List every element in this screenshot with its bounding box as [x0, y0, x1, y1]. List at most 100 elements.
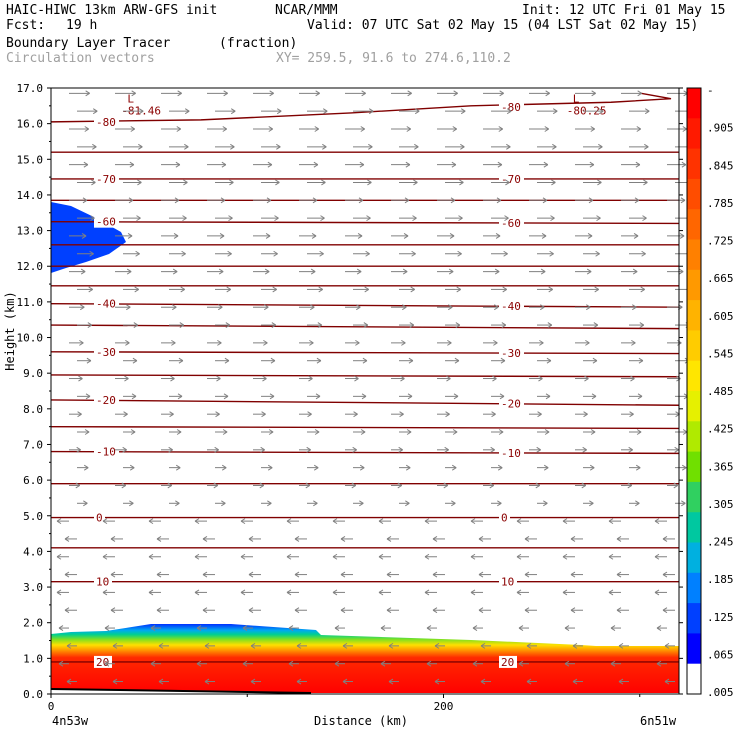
- vector-head: [424, 553, 430, 560]
- vector-head: [129, 161, 135, 168]
- vector-head: [408, 357, 414, 364]
- vector-head: [542, 197, 548, 204]
- vector-head: [500, 357, 506, 364]
- vector-head: [296, 642, 302, 649]
- vector-head: [664, 678, 670, 685]
- vector-head: [506, 143, 511, 150]
- vector-head: [83, 161, 89, 168]
- vector-head: [362, 357, 368, 364]
- vector-head: [368, 143, 373, 150]
- vector-head: [412, 215, 417, 222]
- vector-head: [263, 339, 268, 346]
- colorbar-label: .905: [707, 122, 734, 135]
- vector-head: [240, 518, 246, 525]
- vector-head: [410, 286, 415, 293]
- vector-head: [314, 126, 320, 132]
- vector-head: [472, 660, 478, 667]
- vector-head: [497, 161, 503, 168]
- contour-label-bg: [94, 393, 119, 406]
- y-tick-label: 1.0: [23, 652, 43, 665]
- vector-head: [637, 393, 643, 400]
- vector-head: [92, 108, 98, 115]
- vector-head: [276, 143, 281, 150]
- vector-head: [261, 411, 266, 418]
- vector-head: [332, 518, 338, 525]
- vector-head: [84, 429, 90, 435]
- vector-head: [174, 197, 180, 204]
- vector-head: [219, 233, 225, 239]
- vector-head: [89, 250, 94, 257]
- vector-head: [169, 411, 174, 418]
- vector-head: [269, 393, 275, 400]
- vector-head: [478, 536, 484, 542]
- vector-head: [175, 500, 180, 507]
- vector-head: [102, 589, 108, 596]
- vector-head: [272, 286, 277, 293]
- vector-head: [545, 90, 550, 97]
- contour-label-bg: [499, 346, 524, 359]
- vector-head: [400, 375, 405, 382]
- vector-head: [125, 339, 130, 346]
- vector-head: [679, 233, 685, 239]
- vector-head: [179, 322, 185, 328]
- vector-head: [104, 660, 110, 667]
- vector-head: [133, 322, 139, 328]
- vector-head: [552, 143, 557, 150]
- y-axis-label: Height (km): [3, 291, 17, 370]
- vector-head: [110, 536, 116, 542]
- vector-head: [175, 161, 181, 168]
- vector-head: [202, 536, 208, 542]
- vector-head: [680, 197, 686, 204]
- vector-head: [492, 375, 497, 382]
- vector-head: [127, 233, 133, 239]
- vector-head: [498, 429, 504, 435]
- vector-head: [229, 179, 234, 186]
- vector-head: [589, 161, 595, 168]
- vector-head: [610, 625, 616, 631]
- surface-line: [50, 688, 312, 694]
- vector-head: [480, 642, 486, 649]
- vector-head: [444, 446, 449, 453]
- vector-head: [414, 143, 419, 150]
- vector-head: [264, 304, 269, 311]
- colorbar-cell: [687, 118, 701, 150]
- vector-head: [77, 411, 82, 418]
- model-title: HAIC-HIWC 13km ARW-GFS init: [6, 3, 218, 18]
- vector-head: [315, 393, 321, 400]
- init-time: Init: 12 UTC Fri 01 May 15: [522, 3, 726, 18]
- vector-head: [266, 197, 272, 204]
- vector-head: [539, 339, 544, 346]
- vector-head: [309, 339, 314, 346]
- contour-label-bg: [499, 575, 517, 588]
- vector-head: [126, 268, 132, 275]
- field-units: (fraction): [219, 36, 298, 51]
- vector-head: [91, 179, 96, 186]
- vector-head: [564, 625, 570, 631]
- vector-head: [264, 268, 270, 275]
- vector-head: [582, 446, 587, 453]
- fcst-value: 19 h: [66, 18, 98, 33]
- vector-head: [129, 500, 134, 507]
- vector-head: [503, 250, 508, 257]
- vector-head: [121, 482, 127, 489]
- vector-head: [353, 411, 358, 418]
- vector-head: [627, 482, 633, 489]
- vector-head: [454, 357, 460, 364]
- y-tick-label: 15.0: [17, 153, 44, 166]
- vector-head: [526, 678, 532, 685]
- vector-head: [451, 161, 457, 168]
- vector-head: [524, 607, 530, 614]
- vector-head: [194, 518, 200, 525]
- vector-head: [562, 553, 568, 560]
- contour-label: 20: [501, 656, 514, 669]
- vector-head: [538, 375, 543, 382]
- vector-head: [640, 286, 645, 293]
- vector-head: [168, 446, 173, 453]
- y-tick-label: 7.0: [23, 438, 43, 451]
- y-tick-label: 5.0: [23, 510, 43, 523]
- vector-head: [83, 500, 88, 507]
- vector-head: [177, 393, 183, 400]
- vector-head: [85, 90, 90, 97]
- vector-head: [250, 678, 256, 685]
- temperature-contour: [50, 450, 680, 455]
